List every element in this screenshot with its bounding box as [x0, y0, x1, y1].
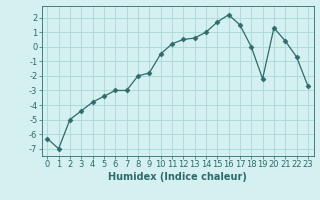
X-axis label: Humidex (Indice chaleur): Humidex (Indice chaleur)	[108, 172, 247, 182]
